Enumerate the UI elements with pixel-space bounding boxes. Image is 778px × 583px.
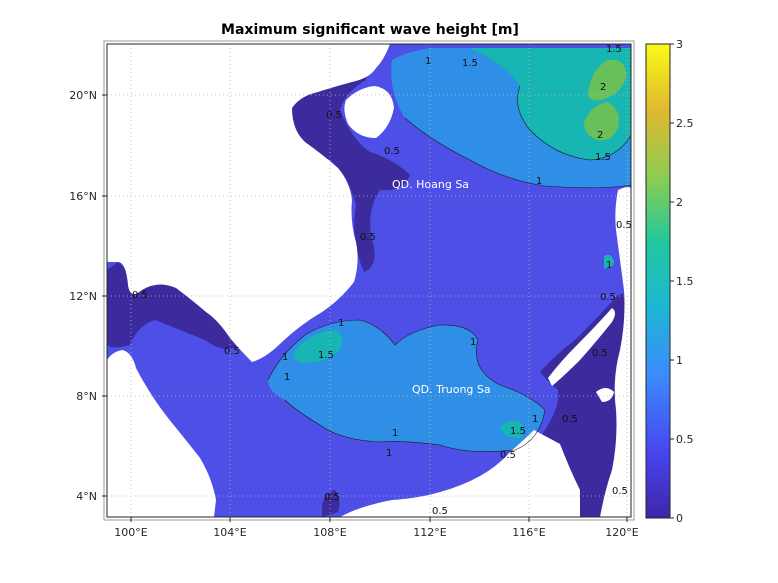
contour-label: 0.5 [562,414,578,425]
contour-label: 1 [425,56,431,67]
contour-label: 1 [284,372,290,383]
contour-label: 1.5 [606,44,622,55]
mindoro-island [596,388,614,402]
contour-label: 1.5 [462,58,478,69]
wave-zone-1-5m-patch-3 [604,254,614,269]
borneo-land [340,430,580,517]
contour-label: 1 [532,414,538,425]
x-tick-label: 104°E [213,526,246,539]
colorbar-tick-label: 2 [676,196,683,209]
colorbar-tick-label: 0 [676,512,683,525]
contour-label: 0.5 [612,486,628,497]
axis-ticks [102,94,628,522]
contour-label: 0.5 [616,220,632,231]
contour-label: 1 [386,448,392,459]
contour-label: 0.5 [592,348,608,359]
map-frame [106,43,632,518]
x-tick-label: 108°E [313,526,346,539]
y-tick-label: 8°N [76,390,97,403]
contour-label: 1 [392,428,398,439]
wave-zone-1-5m-patch-1 [293,330,343,363]
y-tick-label: 20°N [69,89,97,102]
palawan-island [548,308,615,386]
contour-label: 0.5 [500,450,516,461]
contour-label: 0.5 [360,232,376,243]
y-tick-label: 4°N [76,490,97,503]
contour-label: 0.5 [600,292,616,303]
gulf-of-tonkin-low-wave [287,52,410,272]
x-tick-label: 112°E [413,526,446,539]
contour-label: 0.5 [224,346,240,357]
gulf-of-thailand-low-wave [107,262,240,349]
contour-label: 1 [338,318,344,329]
annotation-hoang-sa: QD. Hoang Sa [392,178,469,191]
colorbar-tick-label: 1 [676,354,683,367]
y-tick-label: 16°N [69,190,97,203]
sumatra-tip [107,455,136,517]
colorbar-tick-label: 3 [676,38,683,51]
colorbar-ticks [670,43,674,519]
contour-label: 1 [606,260,612,271]
wave-zone-1m-south [268,320,545,452]
contour-lines [267,85,631,452]
wave-zone-1-5m-patch-2 [500,420,524,439]
x-tick-label: 116°E [512,526,545,539]
contour-label: 0.5 [324,492,340,503]
hainan-island [344,86,394,138]
south-edge-low-wave [322,490,340,517]
colorbar-tick-label: 1.5 [676,275,694,288]
philippines-land [600,187,631,517]
contour-label: 0.5 [432,506,448,517]
contour-label: 1.5 [595,152,611,163]
map-gridlines [107,44,631,517]
x-tick-label: 120°E [605,526,638,539]
x-tick-label: 100°E [114,526,147,539]
wave-zone-2m-patch-2 [584,102,619,141]
contour-label: 1 [536,176,542,187]
contour-label: 0.5 [384,146,400,157]
contour-label: 2 [597,130,603,141]
y-tick-label: 12°N [69,290,97,303]
map-area: 1 1.5 1.5 2 2 1.5 1 0.5 0.5 0.5 0.5 1 0.… [107,44,632,517]
map-title: Maximum significant wave height [m] [221,22,519,38]
contour-label: 2 [600,82,606,93]
map-border [103,40,635,521]
contour-label: 1.5 [318,350,334,361]
contour-label: 1 [470,337,476,348]
colorbar-tick-label: 2.5 [676,117,694,130]
contour-label: 1 [282,352,288,363]
contour-label: 1.5 [510,426,526,437]
colorbar [645,43,671,519]
colorbar-tick-label: 0.5 [676,433,694,446]
wave-zone-2m-patch-1 [588,59,627,101]
contour-label: 0.5 [132,290,148,301]
annotation-truong-sa: QD. Truong Sa [412,383,491,396]
indochina-land [107,44,390,362]
contour-label: 0.5 [326,110,342,121]
